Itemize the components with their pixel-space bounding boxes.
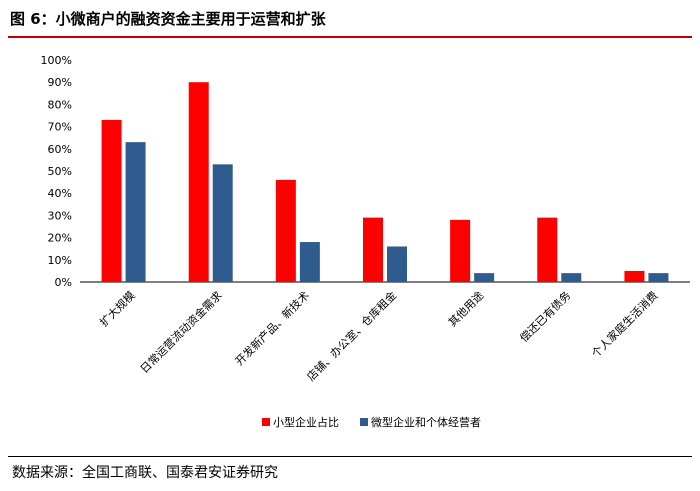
x-tick-label: 开发新产品、新技术 — [232, 288, 312, 368]
y-tick-label: 90% — [48, 76, 72, 89]
bar-micro — [212, 164, 233, 282]
y-tick-label: 70% — [48, 121, 72, 134]
x-tick-label: 日常运营流动资金需求 — [137, 288, 225, 376]
x-tick-label: 扩大规模 — [97, 288, 138, 329]
bar-micro — [299, 242, 320, 282]
bar-chart: 0% 10% 20% 30% 40% 50% 60% 70% 80% 90% 100% 扩大规模 日常… — [41, 54, 690, 429]
x-tick-label: 店铺、办公室、仓库租金 — [304, 288, 399, 383]
chart-bars — [101, 82, 669, 282]
source-note: 数据来源：全国工商联、国泰君安证券研究 — [12, 465, 278, 481]
y-tick-label: 30% — [48, 209, 72, 222]
bar-small — [275, 179, 296, 282]
bar-small — [363, 217, 383, 282]
legend-label: 小型企业占比 — [273, 415, 339, 429]
x-tick-label: 个人家庭生活消费 — [588, 288, 660, 360]
y-tick-label: 0% — [55, 276, 72, 289]
bar-micro — [387, 246, 407, 282]
title-divider — [8, 36, 692, 38]
bar-small — [537, 217, 558, 282]
bar-micro — [125, 142, 146, 282]
bar-small — [450, 219, 471, 282]
x-tick-label: 偿还已有债务 — [517, 288, 574, 345]
y-tick-label: 40% — [48, 187, 72, 200]
x-tick-label: 其他用途 — [445, 288, 486, 329]
bar-small — [101, 119, 122, 282]
legend-label: 微型企业和个体经营者 — [371, 415, 481, 429]
bar-micro — [474, 273, 495, 282]
bar-micro — [648, 273, 669, 282]
y-tick-label: 50% — [48, 165, 72, 178]
y-tick-label: 60% — [48, 143, 72, 156]
legend-swatch — [262, 418, 270, 426]
legend-swatch — [360, 418, 368, 426]
y-tick-label: 10% — [48, 254, 72, 267]
y-tick-label: 100% — [41, 54, 72, 67]
bar-small — [188, 82, 209, 282]
y-tick-label: 20% — [48, 232, 72, 245]
chart-title: 图 6：小微商户的融资资金主要用于运营和扩张 — [10, 10, 326, 28]
y-axis-ticks: 0% 10% 20% 30% 40% 50% 60% 70% 80% 90% 100% — [41, 54, 72, 289]
bar-micro — [561, 273, 582, 282]
chart-legend: 小型企业占比 微型企业和个体经营者 — [262, 415, 481, 429]
y-tick-label: 80% — [48, 98, 72, 111]
source-divider — [8, 456, 692, 457]
bar-small — [624, 270, 645, 282]
